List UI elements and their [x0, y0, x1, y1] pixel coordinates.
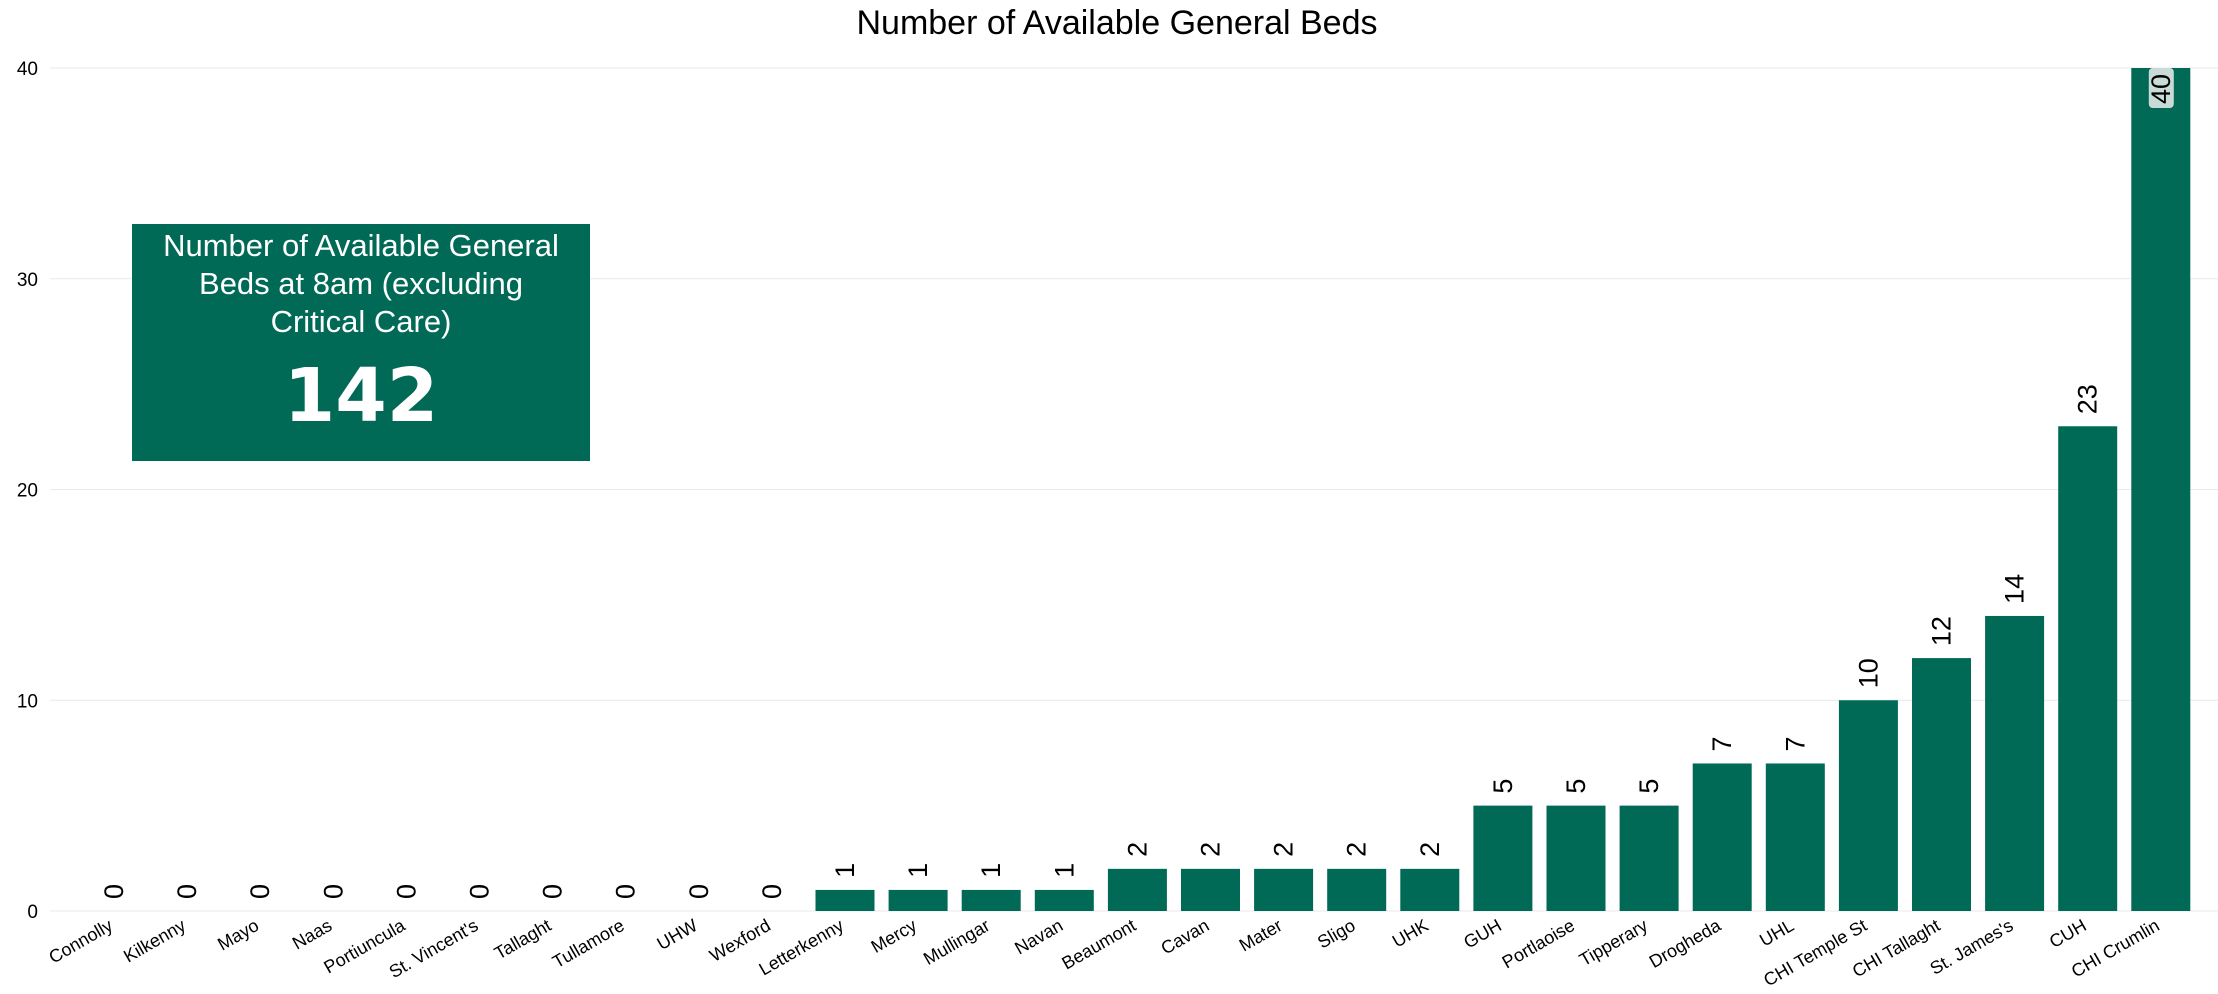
data-label: 2: [1122, 842, 1152, 857]
bar: [1765, 763, 1825, 911]
y-tick-label: 20: [17, 481, 38, 502]
data-label: 2: [1269, 842, 1299, 857]
x-tick-label: UHW: [654, 915, 701, 954]
kpi-card: Number of Available General Beds at 8am …: [132, 224, 590, 461]
kpi-value: 142: [283, 353, 439, 439]
bar: [1546, 805, 1606, 911]
x-tick-label: Kilkenny: [120, 915, 189, 966]
data-label: 7: [1780, 736, 1810, 751]
bar: [1692, 763, 1752, 911]
x-tick-label: Drogheda: [1646, 915, 1725, 972]
data-label: 40: [2146, 74, 2176, 104]
bar: [1034, 889, 1094, 911]
y-tick-label: 30: [17, 270, 38, 291]
y-axis-ticks: 0 10 20 30 40: [17, 59, 38, 923]
bar: [1254, 868, 1314, 911]
data-label: 5: [1488, 779, 1518, 794]
data-label: 0: [757, 884, 787, 899]
data-label: 5: [1634, 779, 1664, 794]
data-label: 1: [1049, 863, 1079, 878]
data-label: 0: [611, 884, 641, 899]
data-label: 7: [1707, 736, 1737, 751]
data-label: 0: [99, 884, 129, 899]
x-tick-label: Portlaoise: [1499, 915, 1578, 972]
y-tick-label: 0: [27, 902, 38, 923]
bar: [1327, 868, 1387, 911]
data-label: 2: [1342, 842, 1372, 857]
x-tick-label: Navan: [1011, 915, 1066, 958]
bar: [1473, 805, 1533, 911]
data-label: 1: [830, 863, 860, 878]
kpi-label: Number of Available General Beds at 8am …: [163, 228, 559, 339]
x-tick-label: GUH: [1460, 915, 1505, 952]
bar: [961, 889, 1021, 911]
x-tick-label: Naas: [289, 915, 335, 953]
x-tick-label: Connolly: [45, 915, 116, 967]
x-tick-label: UHL: [1756, 915, 1797, 950]
data-label: 0: [538, 884, 568, 899]
bar: [2058, 426, 2118, 911]
x-tick-label: Tipperary: [1576, 915, 1651, 970]
bar: [815, 889, 875, 911]
x-tick-label: Mayo: [214, 915, 262, 954]
bar: [888, 889, 948, 911]
bar: [1400, 868, 1460, 911]
data-label: 5: [1561, 779, 1591, 794]
x-tick-label: Mercy: [868, 915, 920, 957]
bar: [1985, 615, 2045, 911]
data-label: 10: [1853, 658, 1883, 688]
data-label: 2: [1196, 842, 1226, 857]
bar: [1181, 868, 1240, 911]
data-label: 0: [318, 884, 348, 899]
data-label: 2: [1415, 842, 1445, 857]
data-label: 23: [2073, 384, 2103, 414]
x-tick-label: CUH: [2046, 915, 2090, 952]
bar: [2131, 68, 2191, 911]
bar: [1838, 700, 1898, 911]
y-tick-label: 10: [17, 691, 38, 712]
data-label: 0: [245, 884, 275, 899]
data-label: 0: [172, 884, 202, 899]
data-label: 1: [976, 863, 1006, 878]
data-label: 1: [903, 863, 933, 878]
data-label: 12: [1927, 616, 1957, 646]
bars: [815, 68, 2191, 911]
x-tick-label: Tallaght: [491, 915, 555, 963]
x-tick-label: Cavan: [1157, 915, 1212, 958]
data-label-background: [2148, 68, 2174, 108]
bar: [1107, 868, 1167, 911]
data-label: 0: [391, 884, 421, 899]
y-tick-label: 40: [17, 59, 38, 80]
x-tick-label: Mater: [1236, 915, 1286, 955]
x-tick-label: St. James's: [1927, 915, 2017, 979]
x-tick-label: Sligo: [1314, 915, 1359, 952]
x-tick-label: Tullamore: [549, 915, 628, 972]
chart-title: Number of Available General Beds: [856, 4, 1377, 42]
data-label: 14: [2000, 574, 2030, 604]
x-tick-label: Mullingar: [920, 915, 993, 969]
data-label: 0: [465, 884, 495, 899]
x-tick-label: Beaumont: [1058, 915, 1139, 973]
data-label: 0: [684, 884, 714, 899]
x-tick-label: UHK: [1389, 915, 1432, 951]
bar: [1619, 805, 1679, 911]
bar: [1912, 658, 1971, 911]
